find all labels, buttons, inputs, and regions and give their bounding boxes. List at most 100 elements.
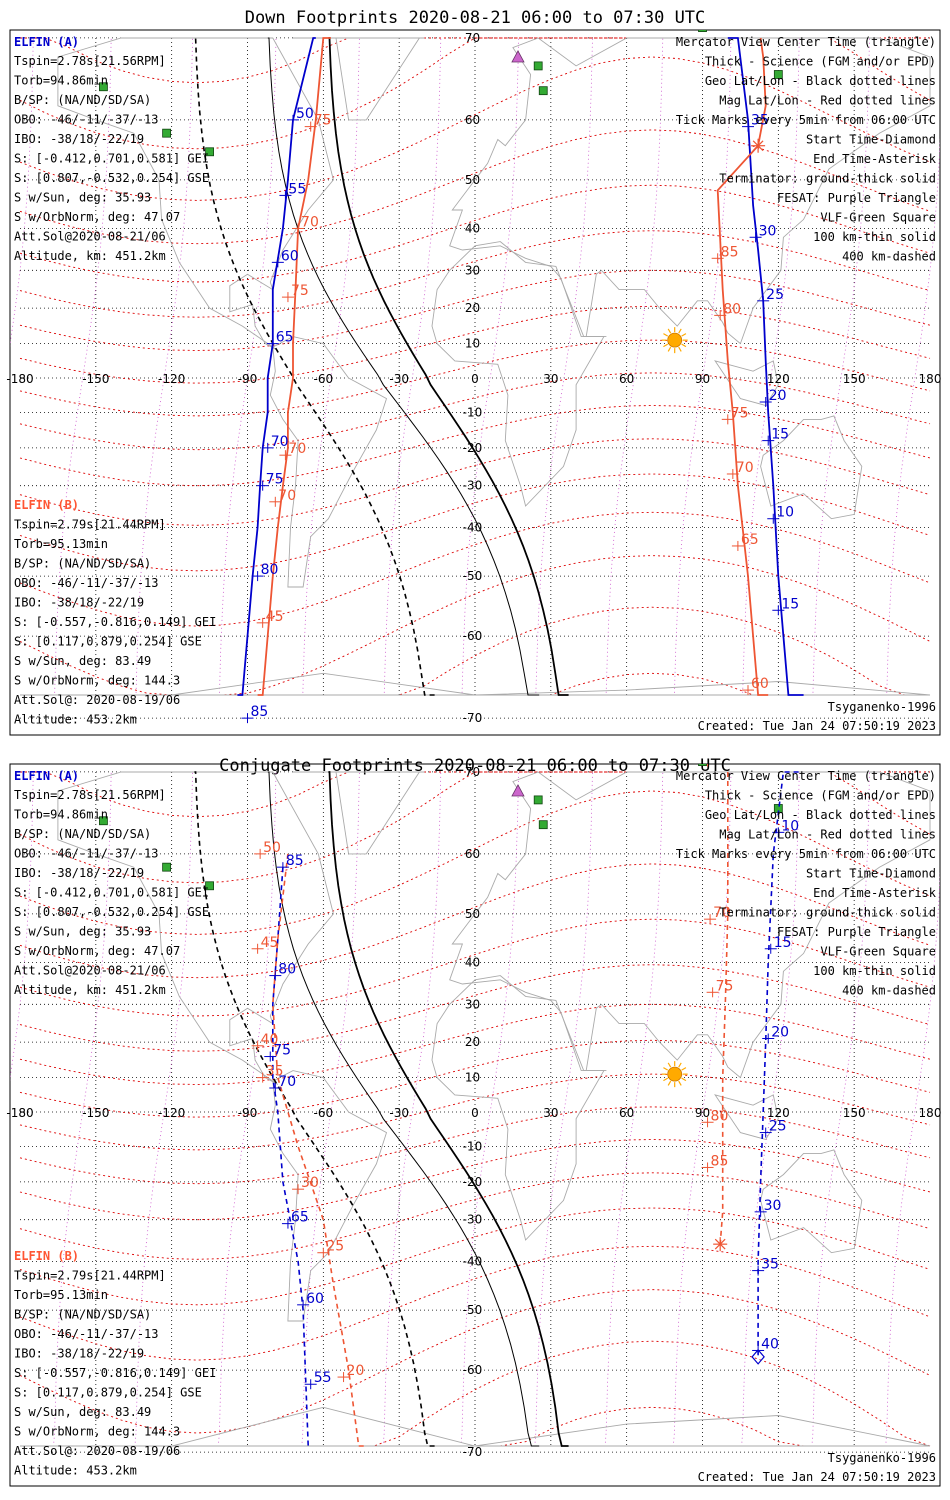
time-tick-label: 70 <box>301 214 319 230</box>
lon-tick-label: 90 <box>695 372 710 386</box>
lat-tick-label: -50 <box>463 569 483 583</box>
lon-tick-label: -60 <box>314 372 334 386</box>
mag-meridian <box>10 771 35 1081</box>
lon-tick-label: 180 <box>919 372 942 386</box>
lat-tick-label: -40 <box>463 521 483 535</box>
elfin-a-info-line: S w/OrbNorm, deg: 47.07 <box>14 210 180 224</box>
elfin-a-info-line: Torb=94.86min <box>14 74 108 88</box>
elfin-b-info-line: S w/Sun, deg: 83.49 <box>14 654 151 668</box>
africa-outline <box>431 241 605 507</box>
vlf-square <box>162 128 172 138</box>
lat-tick-label: -10 <box>463 1139 483 1153</box>
elfin-a-info-line: B/SP: (NA/ND/SD/SA) <box>14 93 151 107</box>
mag-meridian <box>672 771 733 1447</box>
mag-parallel <box>20 1406 930 1447</box>
elfin-a-info-line: IBO: -38/18/-22/19 <box>14 132 144 146</box>
terminator-line <box>267 37 540 696</box>
time-tick-label: 25 <box>769 1119 787 1135</box>
time-tick-label: 25 <box>766 287 784 303</box>
time-tick-label: 60 <box>306 1291 324 1307</box>
vlf-square <box>205 881 214 891</box>
elfin-b-info-line: S w/OrbNorm, deg: 144.3 <box>14 674 180 688</box>
legend-line: End Time-Asterisk <box>813 152 937 166</box>
lon-tick-label: 120 <box>767 1106 790 1120</box>
lat-tick-label: 50 <box>465 907 480 921</box>
australia-outline <box>760 415 863 520</box>
legend-line: End Time-Asterisk <box>813 886 937 900</box>
legend-line: Geo Lat/Lon - Black dotted lines <box>705 808 936 822</box>
time-tick-label: 70 <box>288 441 306 457</box>
lon-tick-label: -120 <box>158 1106 185 1120</box>
elfin-b-info-line: IBO: -38/18/-22/19 <box>14 596 144 610</box>
elfin-b-info-line: S: [0.117,0.879,0.254] GSE <box>14 1386 202 1400</box>
mag-meridian <box>740 37 801 696</box>
elfin-a-info-line: S: [-0.412,0.701,0.581] GEI <box>14 152 209 166</box>
lat-tick-label: 10 <box>465 337 480 351</box>
time-tick-label: 65 <box>291 1210 309 1226</box>
lat-tick-label: -20 <box>463 441 483 455</box>
elfin-a-name: ELFIN (A) <box>14 35 79 49</box>
legend-line: Geo Lat/Lon - Black dotted lines <box>705 74 936 88</box>
time-tick-label: 10 <box>781 818 799 834</box>
australia-outline <box>760 1149 863 1254</box>
time-tick-label: 30 <box>301 1175 319 1191</box>
lon-tick-label: -120 <box>158 372 185 386</box>
geo-grid <box>20 37 930 719</box>
elfin-a-info-line: Altitude, km: 451.2km <box>14 249 166 263</box>
time-tick-label: 75 <box>273 1043 291 1059</box>
time-tick-label: 50 <box>296 106 314 122</box>
time-tick-label: 25 <box>326 1239 344 1255</box>
elfin-a-track-east <box>727 37 804 696</box>
lon-tick-label: -90 <box>238 372 258 386</box>
lon-tick-label: 60 <box>619 372 634 386</box>
mag-meridian <box>382 37 443 696</box>
sun-icon <box>661 327 688 354</box>
time-tick-label: 75 <box>716 978 734 994</box>
terminator-line <box>328 37 569 696</box>
mag-meridian <box>811 771 872 1447</box>
panel-title: Conjugate Footprints 2020-08-21 06:00 to… <box>219 756 731 776</box>
time-tick-label: 5 <box>797 520 806 536</box>
mag-meridian <box>134 771 195 1447</box>
time-tick-label: 80 <box>261 562 279 578</box>
mag-parallel <box>19 1139 931 1221</box>
vlf-square <box>533 795 543 805</box>
vlf-square <box>99 816 108 826</box>
elfin-a-info-line: Torb=94.86min <box>14 808 108 822</box>
mag-parallel <box>19 555 931 696</box>
mag-meridian <box>534 771 594 1447</box>
lat-tick-label: -20 <box>463 1175 483 1189</box>
mag-meridian <box>740 771 801 1447</box>
model-name: Tsyganenko-1996 <box>828 1451 936 1465</box>
mag-parallel <box>19 56 931 201</box>
elfin-a-info-line: S: [0.807,-0.532,0.254] GSE <box>14 905 209 919</box>
time-tick-label: 85 <box>251 704 269 720</box>
elfin-a-info-line: OBO: -46/-11/-37/-13 <box>14 847 159 861</box>
elfin-a-info-line: S w/Sun, deg: 35.93 <box>14 191 151 205</box>
end-asterisk <box>752 140 764 152</box>
legend-line: 100 km-thin solid <box>813 964 936 978</box>
elfin-b-info-line: B/SP: (NA/ND/SD/SA) <box>14 1308 151 1322</box>
time-tick-label: 40 <box>761 1336 779 1352</box>
elfin-b-info-line: S: [-0.557,-0.816,0.149] GEI <box>14 1366 216 1380</box>
legend-line: Terminator: ground-thick solid <box>719 906 936 920</box>
time-tick-label: 75 <box>314 113 332 129</box>
legend-line: Mercator View Center Time (triangle) <box>676 769 936 783</box>
time-tick-label: 50 <box>251 775 269 791</box>
start-diamond <box>751 1348 765 1365</box>
lon-tick-label: -180 <box>6 372 33 386</box>
lat-tick-label: 40 <box>465 955 480 969</box>
time-tick-label: 75 <box>291 283 309 299</box>
map-frame <box>9 763 941 1487</box>
mag-meridian <box>134 37 195 696</box>
elfin-a-track-east <box>757 771 799 1357</box>
time-tick-label: 45 <box>266 609 284 625</box>
mag-parallel <box>19 918 931 1017</box>
legend-line: VLF-Green Square <box>820 211 936 225</box>
time-tick-label: 65 <box>276 330 294 346</box>
elfin-a-info-line: Att.Sol@2020-08-21/06 <box>14 230 166 244</box>
lat-tick-label: -30 <box>463 1213 483 1227</box>
elfin-a-info-line: IBO: -38/18/-22/19 <box>14 866 144 880</box>
elfin-a-track-west <box>237 37 316 696</box>
legend-line: Tick Marks every 5min from 06:00 UTC <box>676 847 936 861</box>
